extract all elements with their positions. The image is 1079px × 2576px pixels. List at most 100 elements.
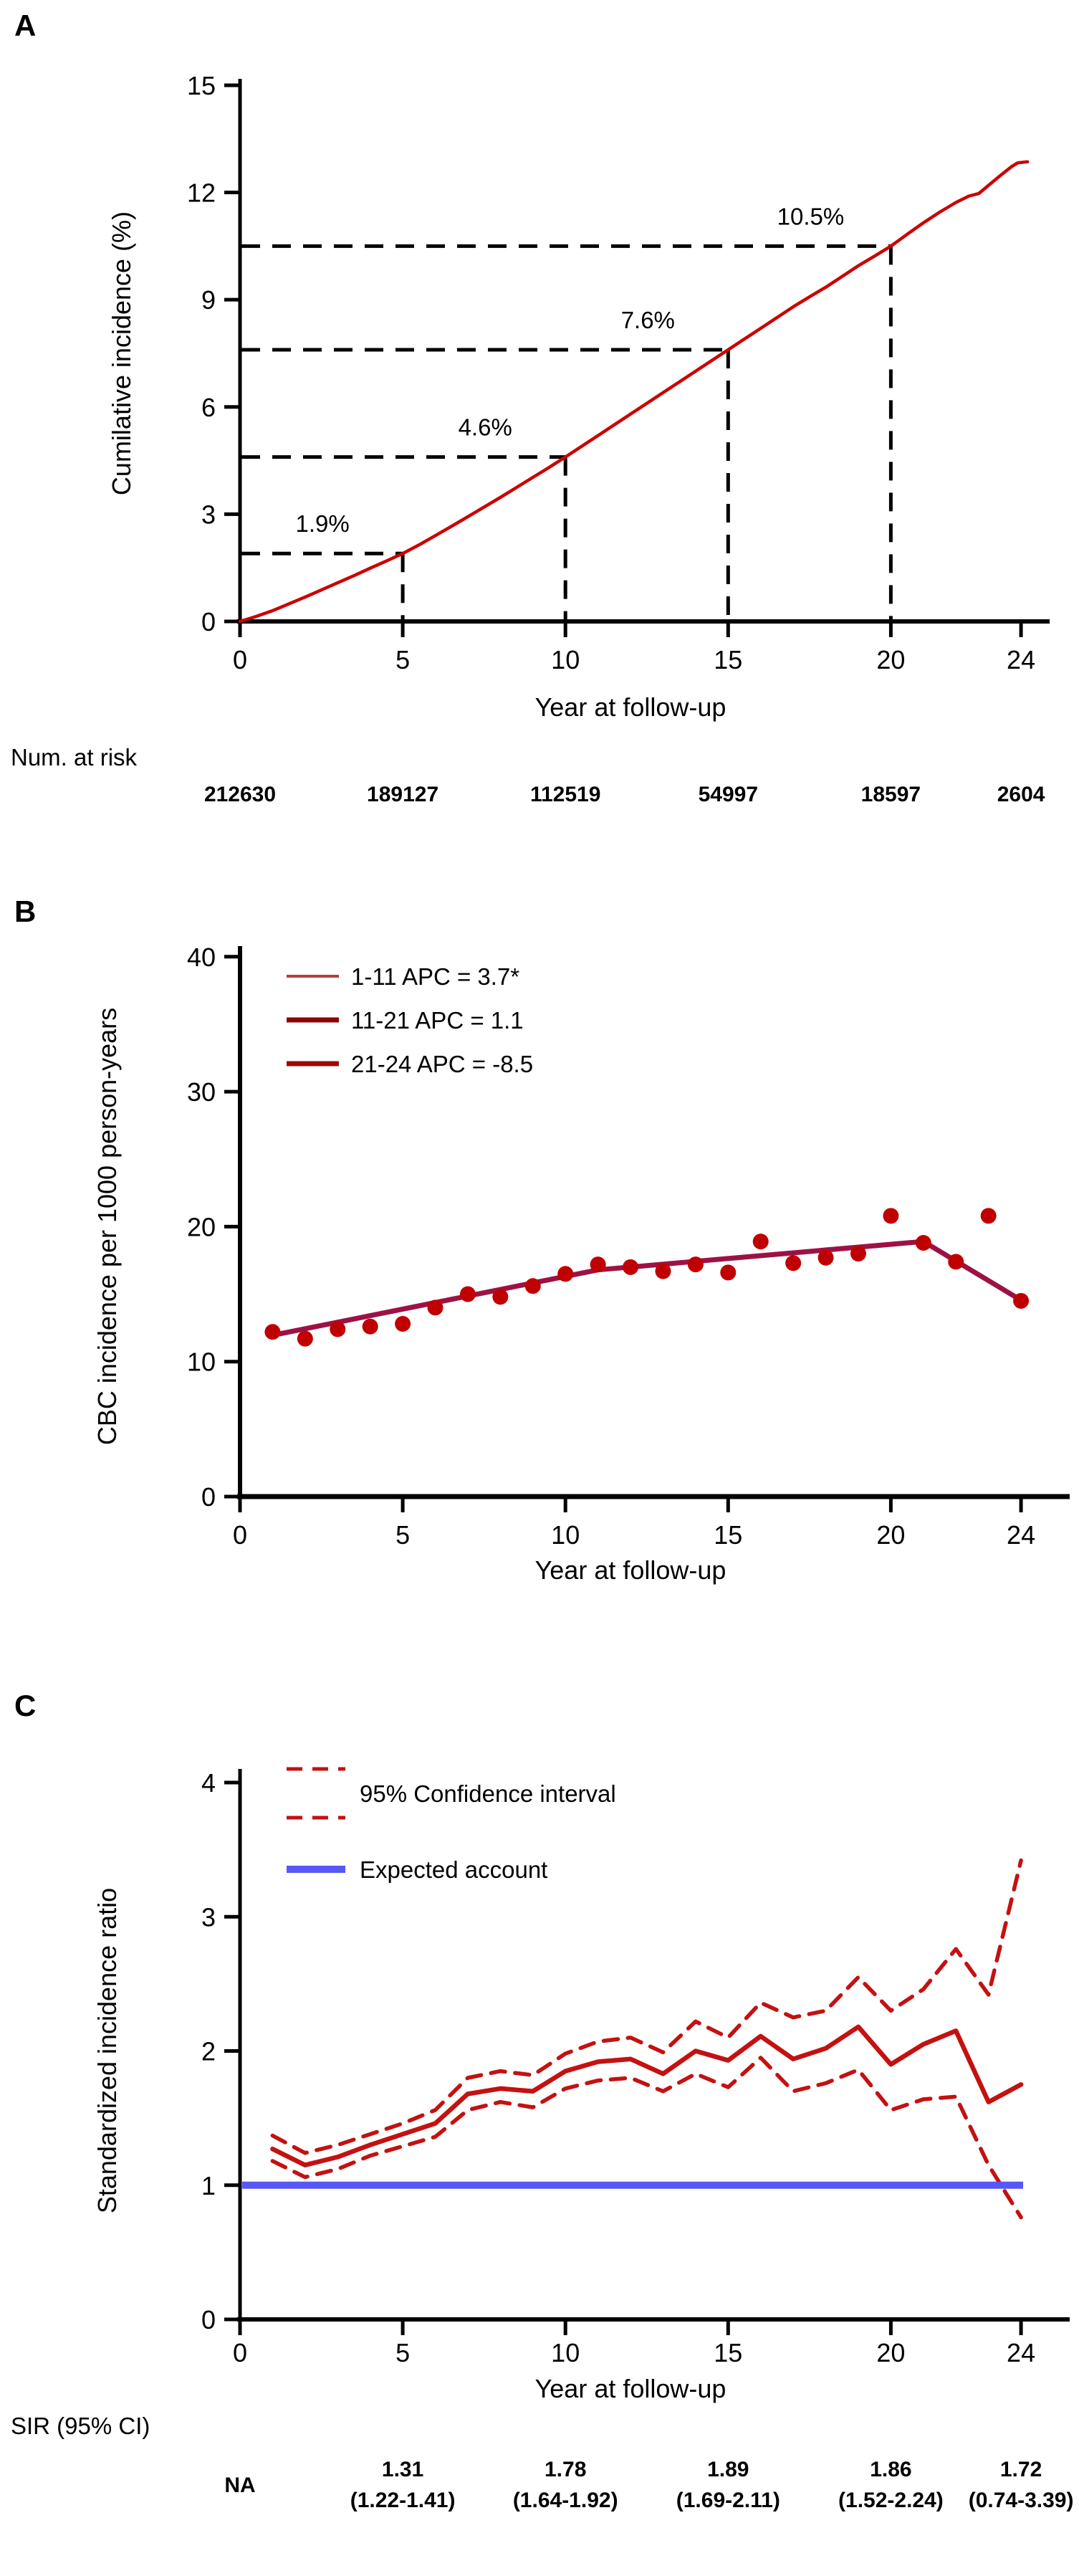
incidence-dot [297,1330,313,1347]
incidence-dot [720,1264,737,1281]
y-tick-label: 10 [187,1347,216,1377]
risk-count: 189127 [367,783,438,806]
incidence-dot [330,1321,346,1337]
y-tick-label: 0 [201,607,216,636]
sir-value: 1.89 [707,2458,749,2481]
incidence-dot [557,1266,574,1282]
y-tick-label: 9 [201,285,216,315]
incidence-dot [264,1324,281,1340]
x-tick-label: 20 [876,2338,905,2367]
x-tick-label: 0 [233,2338,247,2367]
incidence-dot [817,1249,834,1266]
incidence-dot [883,1208,899,1224]
x-tick-label: 0 [233,1520,247,1550]
y-tick-label: 40 [187,943,216,972]
y-tick-label: 20 [187,1212,216,1241]
y-tick-label: 0 [201,2305,216,2334]
legend-expected-label: Expected account [360,1856,547,1883]
y-tick-label: 2 [201,2037,216,2066]
num-at-risk-label: Num. at risk [11,744,138,771]
incidence-annotation: 4.6% [459,414,512,441]
risk-count: 212630 [204,783,276,806]
sir-value: 1.78 [545,2458,586,2481]
sir-ci-value: (1.22-1.41) [350,2489,456,2512]
incidence-dot [915,1234,931,1251]
incidence-dot [1013,1292,1030,1309]
x-tick-label: 15 [714,645,742,674]
x-tick-label: 24 [1007,1520,1035,1550]
x-tick-label: 0 [233,645,247,674]
joinpoint-trend-line [269,1239,1024,1338]
incidence-dot [623,1259,639,1275]
sir-ci-value: (0.74-3.39) [969,2489,1074,2512]
sir-value: NA [224,2474,255,2497]
panel-a-plot: 0 5 10 15 20 24 0 3 6 9 12 15 1.9% 4.6% 7.6% 10.5% 21263… [187,71,1050,806]
incidence-dot [524,1278,541,1294]
y-tick-label: 1 [201,2171,216,2200]
x-tick-label: 24 [1007,2338,1035,2367]
risk-count: 2604 [997,783,1045,806]
x-tick-label: 5 [395,645,410,674]
panel-c-y-axis-title: Standardized incidence ratio [92,1887,122,2214]
incidence-dot [492,1289,509,1305]
incidence-dot [785,1255,802,1272]
risk-count: 18597 [861,783,921,806]
x-tick-label: 15 [714,1520,742,1550]
panel-b-letter: B [14,895,37,928]
incidence-dot [395,1315,411,1332]
panel-b-x-axis-title: Year at follow-up [534,1555,726,1585]
incidence-annotation: 7.6% [621,307,675,333]
incidence-dot [948,1254,964,1270]
panel-a-x-axis-title: Year at follow-up [534,692,726,722]
axes: 0 5 10 15 20 24 0 3 6 9 12 15 [187,71,1050,674]
x-tick-label: 5 [395,2338,410,2367]
y-tick-label: 3 [201,500,216,529]
sir-ci-row-label: SIR (95% CI) [11,2413,150,2439]
y-tick-label: 6 [201,393,216,422]
panel-c-x-axis-title: Year at follow-up [534,2374,726,2403]
sir-value: 1.72 [1000,2458,1042,2481]
y-tick-label: 12 [187,178,216,208]
y-tick-label: 30 [187,1077,216,1107]
x-tick-label: 10 [551,645,580,674]
x-tick-label: 24 [1007,645,1035,674]
incidence-dot [850,1246,866,1262]
y-tick-label: 0 [201,1482,216,1512]
incidence-dot [362,1318,378,1335]
incidence-dot [655,1263,671,1279]
incidence-dot [687,1256,704,1273]
legend-label: 1-11 APC = 3.7* [351,963,519,990]
x-tick-label: 10 [551,2338,580,2367]
panel-c-letter: C [14,1689,37,1722]
legend-label: 11-21 APC = 1.1 [351,1007,524,1034]
sir-ci-value: (1.64-1.92) [513,2489,618,2512]
sir-ci-value: (1.52-2.24) [838,2489,944,2512]
axes: 0 5 10 15 20 24 0 10 20 30 40 [187,943,1070,1550]
ci-dashed-line [270,1858,1023,2155]
cumulative-incidence-curve [238,160,1030,624]
incidence-annotation: 1.9% [295,510,349,537]
sir-value: 1.31 [382,2458,423,2481]
ci-dashed-line [270,2056,1023,2220]
y-tick-label: 15 [187,71,216,100]
panel-c-plot: 0 5 10 15 20 24 0 1 2 3 4 95% Confidence interval Ex… [201,1767,1074,2512]
panel-a-letter: A [14,9,37,42]
sir-value: 1.86 [870,2458,911,2481]
x-tick-label: 20 [876,645,905,674]
incidence-dot [980,1208,997,1224]
risk-count: 54997 [699,783,758,806]
y-tick-label: 3 [201,1902,216,1932]
y-tick-label: 4 [201,1768,216,1798]
panel-b-plot: 0 5 10 15 20 24 0 10 20 30 40 1-11 APC = 3.7* 11-21 … [187,943,1070,1550]
risk-count: 112519 [530,783,600,806]
incidence-annotation: 10.5% [777,203,845,229]
x-tick-label: 15 [714,2338,742,2367]
incidence-dot [427,1299,443,1316]
x-tick-label: 20 [876,1520,905,1550]
axes: 0 5 10 15 20 24 0 1 2 3 4 [201,1768,1070,2367]
incidence-dot [459,1286,476,1302]
panel-b-y-axis-title: CBC incidence per 1000 person-years [92,1007,122,1446]
legend-label: 21-24 APC = -8.5 [351,1051,533,1077]
sir-ci-value: (1.69-2.11) [676,2489,780,2512]
